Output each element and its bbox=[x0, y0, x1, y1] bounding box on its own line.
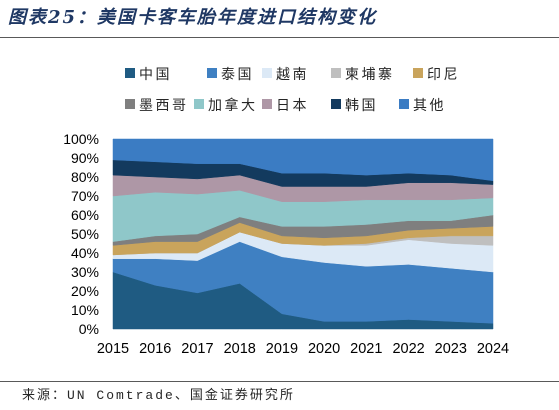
x-tick-label: 2015 bbox=[97, 341, 129, 357]
legend-item-cambodia: 柬埔寨 bbox=[331, 66, 395, 83]
source-divider bbox=[0, 381, 559, 382]
y-tick-label: 40% bbox=[71, 245, 99, 261]
legend-item-indonesia: 印尼 bbox=[413, 67, 460, 83]
legend-swatch-japan bbox=[262, 99, 272, 109]
x-axis: 2015 2016 2017 2018 2019 2020 2021 2022 2023 2024 bbox=[97, 341, 509, 357]
legend-item-korea: 韩国 bbox=[331, 98, 378, 114]
x-tick-label: 2019 bbox=[266, 341, 298, 357]
area-other bbox=[112, 138, 494, 182]
legend-swatch-mexico bbox=[125, 99, 135, 109]
area-layer bbox=[112, 138, 494, 330]
y-tick-label: 100% bbox=[63, 131, 99, 147]
legend-item-mexico: 墨西哥 bbox=[125, 98, 189, 114]
legend-label-vietnam: 越南 bbox=[276, 67, 309, 83]
legend-label-thailand: 泰国 bbox=[221, 67, 254, 83]
legend-label-japan: 日本 bbox=[276, 98, 309, 114]
legend-swatch-other bbox=[399, 99, 409, 109]
legend-label-canada: 加拿大 bbox=[208, 97, 258, 114]
legend-item-japan: 日本 bbox=[262, 98, 309, 114]
source-note: 来源：UN Comtrade、国金证券研究所 bbox=[22, 388, 295, 403]
legend-swatch-canada bbox=[194, 99, 204, 109]
y-tick-label: 30% bbox=[71, 264, 99, 280]
title-divider bbox=[0, 37, 559, 38]
legend-item-thailand: 泰国 bbox=[207, 67, 254, 83]
legend-item-canada: 加拿大 bbox=[194, 97, 258, 114]
y-tick-label: 90% bbox=[71, 150, 99, 166]
y-axis: 0% 10% 20% 30% 40% 50% 60% 70% 80% 90% 100% bbox=[63, 131, 99, 337]
legend-label-indonesia: 印尼 bbox=[427, 67, 460, 83]
legend-item-china: 中国 bbox=[125, 67, 172, 83]
legend-item-other: 其他 bbox=[399, 98, 446, 114]
legend-label-mexico: 墨西哥 bbox=[139, 98, 189, 114]
legend-label-cambodia: 柬埔寨 bbox=[345, 66, 395, 83]
legend-swatch-korea bbox=[331, 99, 341, 109]
legend-item-vietnam: 越南 bbox=[262, 67, 309, 83]
legend-swatch-thailand bbox=[207, 68, 217, 78]
legend-label-korea: 韩国 bbox=[345, 98, 378, 114]
x-tick-label: 2023 bbox=[435, 341, 467, 357]
figure-title: 图表25：美国卡客车胎年度进口结构变化 bbox=[8, 7, 378, 28]
y-tick-label: 20% bbox=[71, 283, 99, 299]
legend-label-china: 中国 bbox=[139, 67, 172, 83]
y-tick-label: 50% bbox=[71, 226, 99, 242]
x-tick-label: 2018 bbox=[224, 341, 256, 357]
y-tick-label: 0% bbox=[79, 321, 99, 337]
legend-label-other: 其他 bbox=[413, 98, 446, 114]
x-tick-label: 2021 bbox=[350, 341, 382, 357]
y-tick-label: 80% bbox=[71, 169, 99, 185]
x-tick-label: 2016 bbox=[139, 341, 171, 357]
y-tick-label: 60% bbox=[71, 207, 99, 223]
legend-swatch-vietnam bbox=[262, 68, 272, 78]
legend-swatch-cambodia bbox=[331, 68, 341, 78]
x-tick-label: 2020 bbox=[308, 341, 340, 357]
x-tick-label: 2024 bbox=[477, 341, 509, 357]
y-tick-label: 70% bbox=[71, 188, 99, 204]
y-tick-label: 10% bbox=[71, 302, 99, 318]
legend-swatch-indonesia bbox=[413, 68, 423, 78]
x-tick-label: 2017 bbox=[181, 341, 213, 357]
legend-swatch-china bbox=[125, 68, 135, 78]
x-tick-label: 2022 bbox=[392, 341, 424, 357]
